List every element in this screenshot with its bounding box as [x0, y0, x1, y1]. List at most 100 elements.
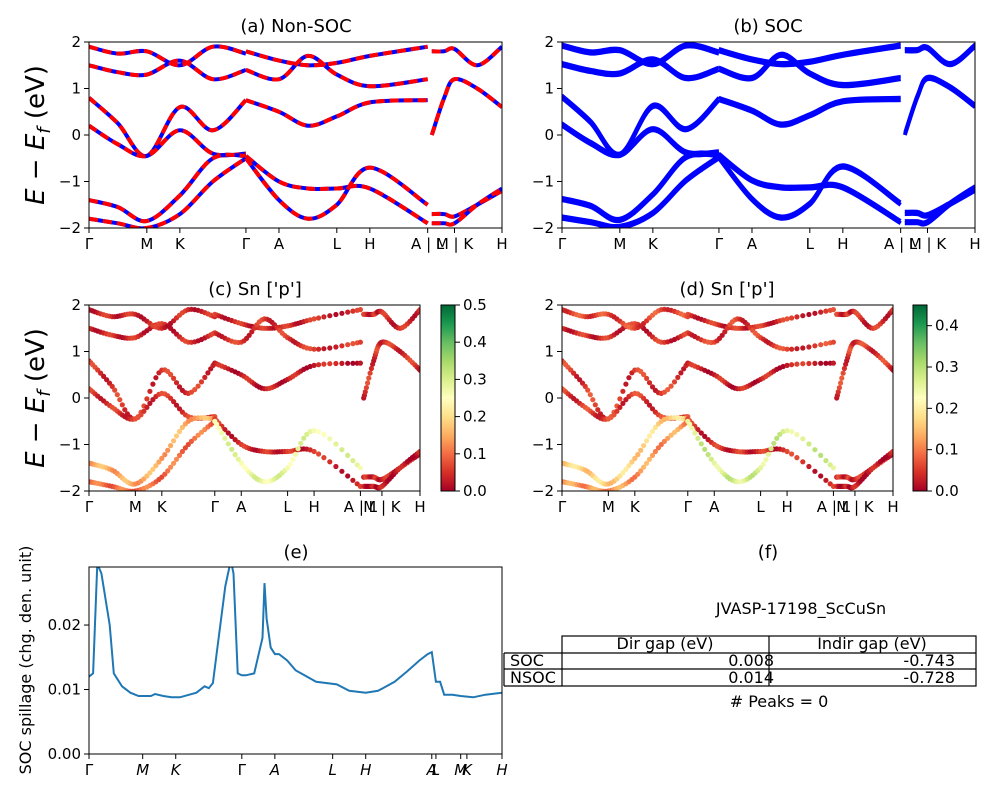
- panel-c-projection-point: [350, 477, 356, 483]
- panel-a-band-line-dashed: [245, 44, 429, 68]
- panel-c-projection-point: [417, 367, 420, 373]
- panel-d-projection-point: [789, 362, 795, 368]
- panel-d-xtick-label: H: [887, 498, 898, 516]
- panel-d-projection-point: [649, 452, 656, 458]
- panel-b-xtick-label: A: [747, 235, 758, 253]
- panel-c-projection-point: [222, 435, 228, 441]
- panel-d-projection-point: [760, 461, 766, 467]
- table-header-indir: Indir gap (eV): [817, 634, 927, 653]
- panel-c-projection-point: [147, 400, 153, 406]
- panel-d-projection-point: [668, 383, 674, 389]
- panel-e-ytick-label: 0.00: [48, 745, 81, 763]
- panel-b-band-line-split: [562, 154, 720, 228]
- panel-c-projection-point: [307, 346, 313, 352]
- panel-d-projection-point: [784, 428, 790, 434]
- panel-b-band-line-split: [562, 150, 720, 220]
- panel-c-colorbar: [440, 304, 456, 492]
- panel-b-band-line: [562, 152, 720, 224]
- panel-b-band-line-split: [903, 74, 975, 133]
- panel-d-projection-point: [780, 346, 786, 352]
- panel-c-projection-point: [173, 380, 180, 386]
- panel-c-projection-point: [311, 316, 317, 322]
- panel-c-projection-point: [350, 360, 356, 366]
- panel-d-projection-point: [644, 438, 650, 444]
- panel-c-xtick-label: L: [283, 498, 292, 516]
- panel-b-ytick-label: −2: [532, 219, 554, 237]
- panel-c-ytick-label: −1: [59, 436, 81, 454]
- panel-c-projection-point: [165, 447, 171, 453]
- panel-c-projection-point: [109, 383, 115, 389]
- panel-d-projection-point: [582, 383, 588, 389]
- panel-c-projection-point: [327, 361, 333, 367]
- panel-d-projection-point: [780, 363, 786, 370]
- panel-c-projection-point: [171, 375, 177, 381]
- panel-d-projection-point: [806, 463, 812, 470]
- panel-d-projection-point: [623, 466, 629, 472]
- panel-c-projection-point: [153, 463, 159, 469]
- panel-a-band-line-dashed: [431, 186, 502, 227]
- panel-d-projection-point: [695, 427, 701, 433]
- panel-c-projection-point: [205, 370, 211, 376]
- panel-d-projection-point: [641, 395, 647, 401]
- panel-b-band-line-split: [718, 95, 901, 125]
- panel-c-projection-point: [138, 412, 144, 418]
- panel-d-projection-point: [758, 465, 764, 471]
- table-row-soc-label: SOC: [510, 651, 544, 670]
- panel-b-band-line-split: [717, 151, 902, 222]
- panel-a-band-line-dashed: [89, 156, 248, 228]
- panel-a-band-line: [89, 124, 247, 159]
- panel-d-projection-point: [789, 451, 795, 457]
- panel-d-projection-point: [705, 452, 711, 458]
- panel-c-projection-point: [350, 458, 356, 464]
- panel-b-band-line-split: [562, 42, 720, 64]
- panel-a-band-line: [431, 45, 502, 68]
- panel-c-projection-point: [171, 460, 177, 466]
- panel-a-band-line-dashed: [244, 157, 429, 221]
- panel-a-band-line: [89, 156, 248, 228]
- panel-d-projection-point: [812, 468, 818, 474]
- panel-d-projection-point: [789, 346, 795, 352]
- panel-c-projection-point: [311, 428, 317, 434]
- panel-d-ytick-label: 2: [544, 296, 554, 314]
- peaks-label: # Peaks = 0: [730, 692, 829, 711]
- panel-e-xtick-label: Γ: [238, 761, 247, 779]
- panel-c-projection-point: [321, 314, 327, 320]
- panel-b-xtick-label: L: [806, 235, 815, 253]
- panel-b-xtick-label: H: [837, 235, 848, 253]
- panel-e-xtick-label: K: [462, 761, 473, 779]
- panel-c-projection-point: [345, 452, 351, 458]
- panel-d-ytick-label: −1: [532, 436, 554, 454]
- panel-c-projection-point: [173, 433, 180, 439]
- panel-c-colorbar-tick-label: 0.0: [463, 482, 487, 500]
- panel-d-projection-point: [835, 389, 841, 395]
- panel-c-projection-point: [119, 402, 125, 408]
- panel-d-projection-point: [695, 435, 701, 441]
- panel-c-projection-point: [339, 343, 345, 349]
- panel-d-projection-point: [812, 310, 818, 316]
- panel-d-projection-point: [784, 346, 790, 352]
- panel-c-xtick-label: A | L: [344, 498, 378, 516]
- panel-d-projection-point: [812, 447, 818, 453]
- panel-c-projection-point: [333, 463, 339, 470]
- panel-b-xtick-label: Γ: [558, 235, 567, 253]
- panel-d-projection-point: [774, 435, 780, 441]
- panel-c-ytick-label: 0: [71, 389, 81, 407]
- panel-c-projection-point: [153, 375, 159, 381]
- table-row-nsoc-dir: 0.014: [728, 668, 774, 687]
- panel-a-band-line: [245, 98, 428, 128]
- panel-a-xtick-label: A: [274, 235, 285, 253]
- panel-c-projection-point: [327, 345, 333, 351]
- panel-d-projection-point: [689, 425, 695, 431]
- panel-b-band-line-split: [562, 56, 720, 79]
- panel-d-projection-point: [812, 360, 818, 366]
- panel-a-xtick-label: Γ: [85, 235, 94, 253]
- panel-d-projection-point: [823, 477, 829, 483]
- panel-c-colorbar-ticks: 0.0 0.1 0.2 0.3 0.4 0.5: [455, 296, 487, 500]
- panel-d-colorbar-ticks: 0.0 0.1 0.2 0.3 0.4: [927, 317, 959, 500]
- panel-d-projection-point: [823, 360, 829, 366]
- panel-d-projection-point: [794, 455, 800, 461]
- panel-e-xtick-label: K: [171, 761, 182, 779]
- panel-c-projection-point: [327, 313, 333, 319]
- panel-c-projection-point: [345, 309, 351, 315]
